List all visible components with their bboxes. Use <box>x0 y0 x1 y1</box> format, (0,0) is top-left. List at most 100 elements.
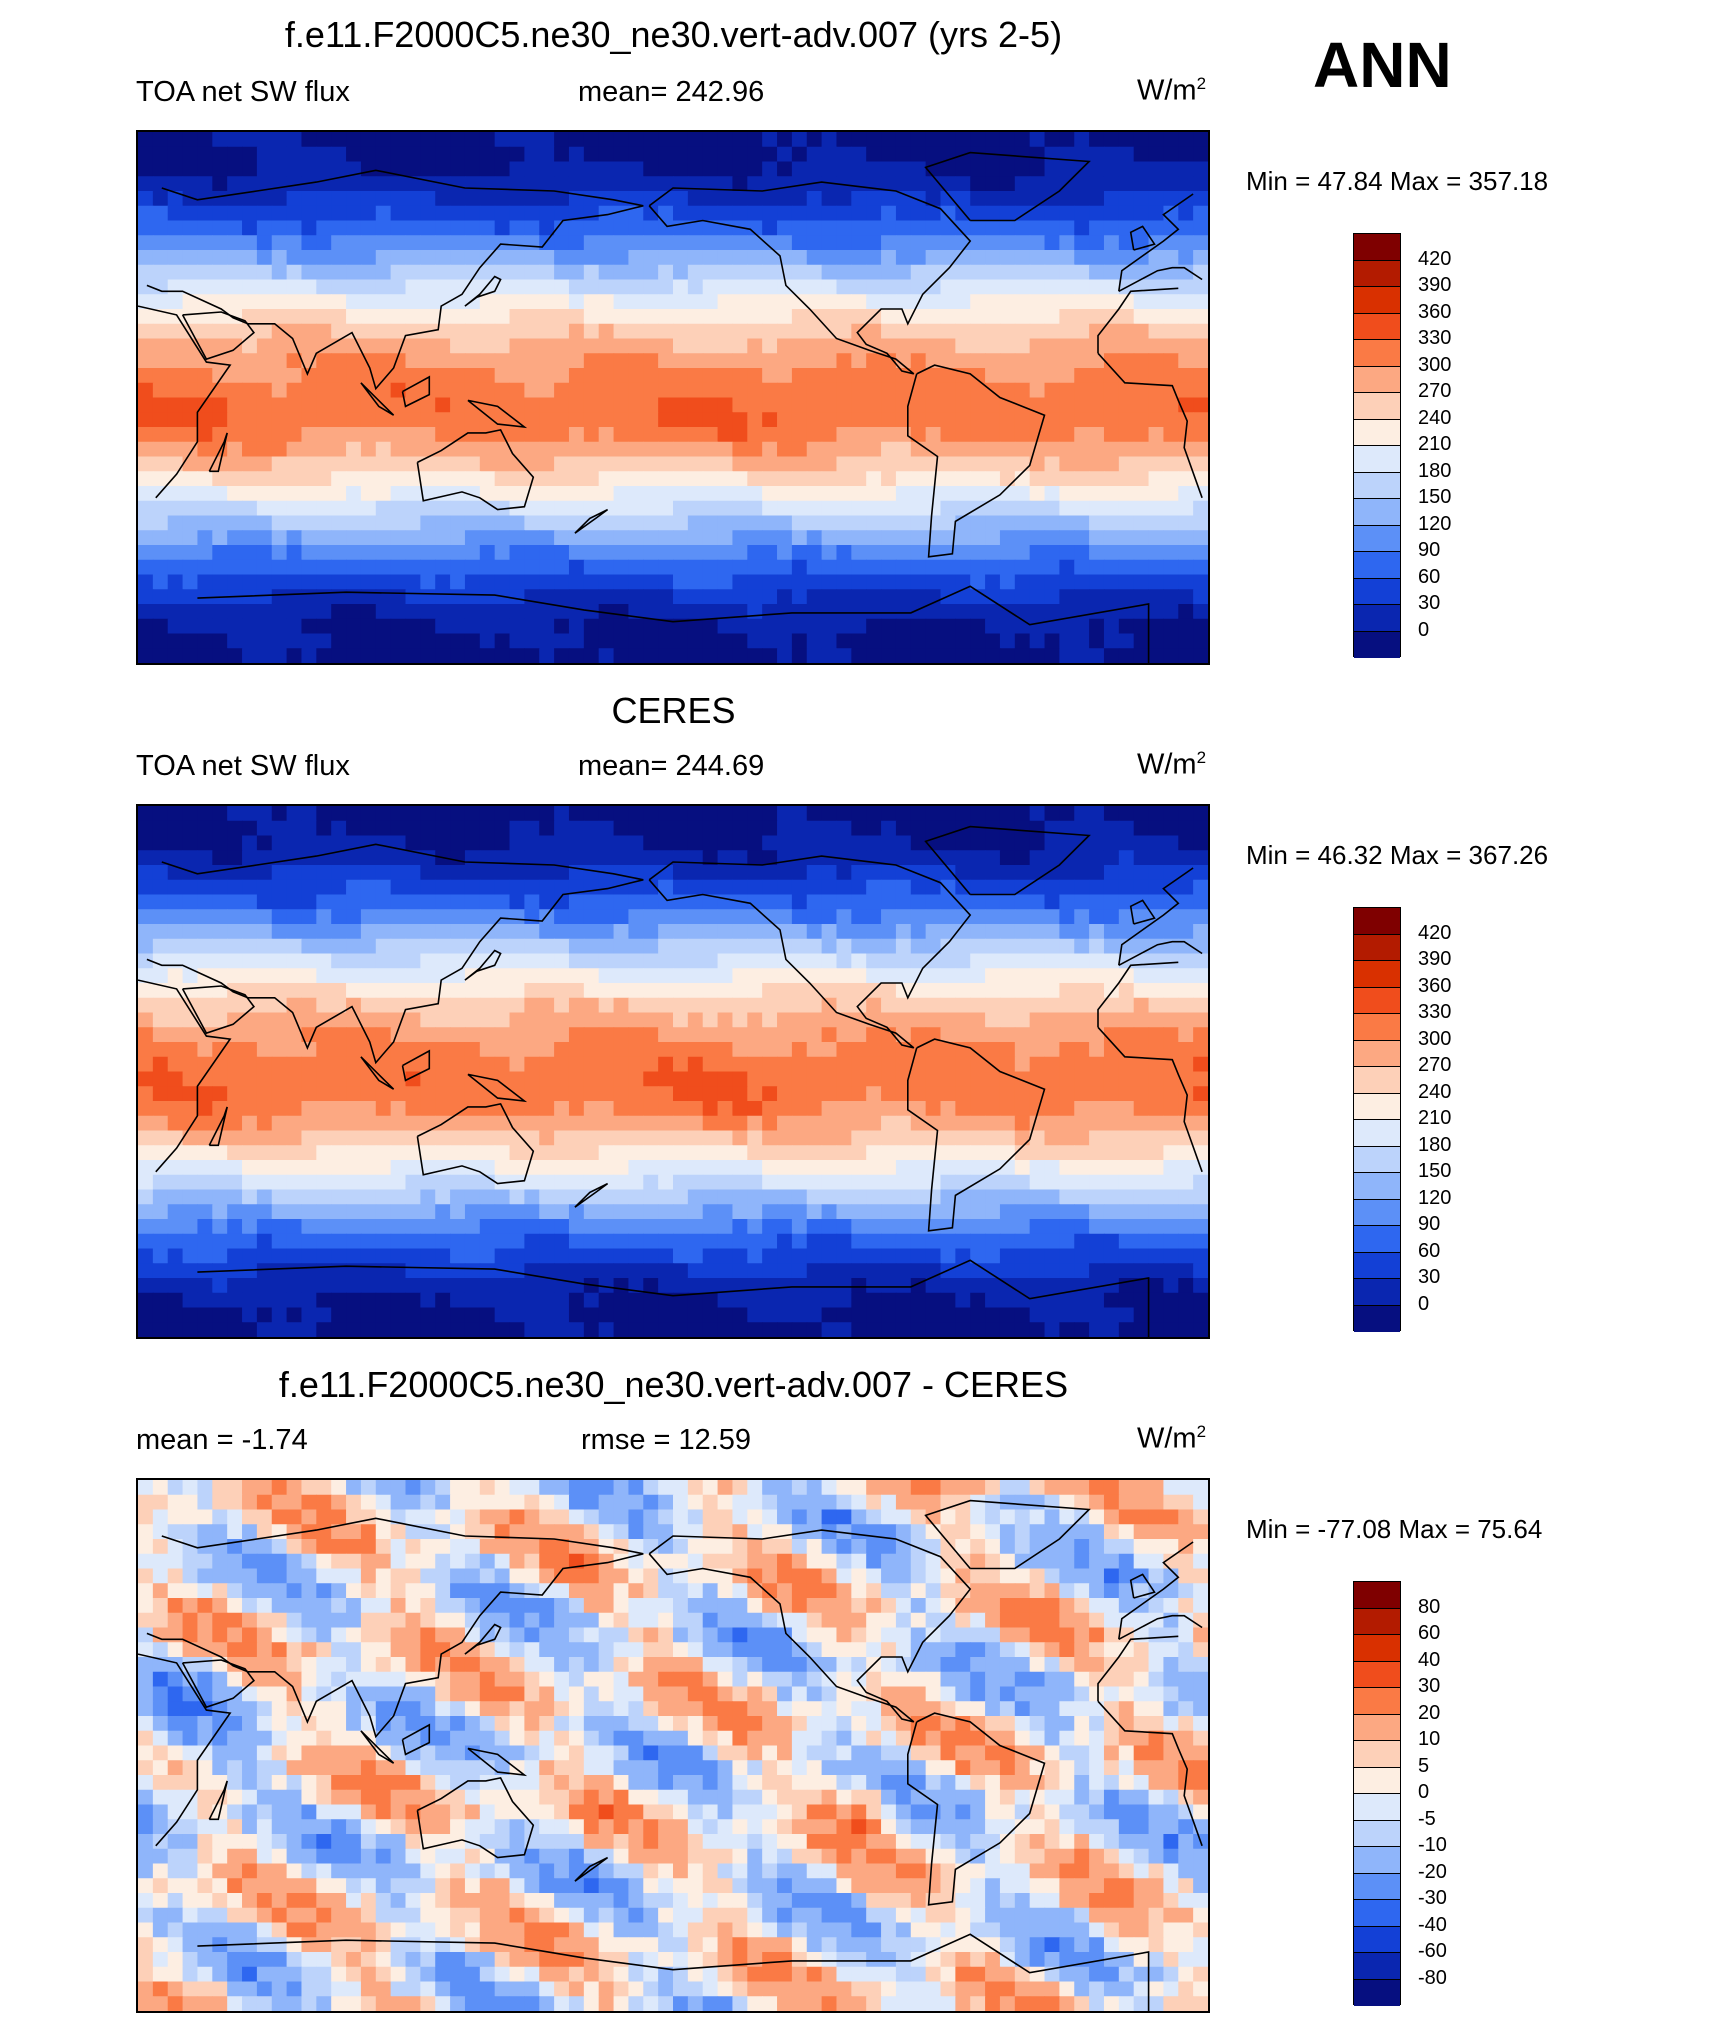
coastline <box>574 508 609 534</box>
colorbar-box <box>1354 1926 1400 1953</box>
colorbar-box <box>1354 1820 1400 1847</box>
coastline <box>464 949 502 981</box>
colorbar-tick-label: -10 <box>1418 1834 1447 1856</box>
colorbar-tick-label: 270 <box>1418 380 1452 402</box>
panel2-colorbar <box>1353 907 1401 1332</box>
colorbar-tick-label: 180 <box>1418 1133 1452 1156</box>
coastline <box>924 151 1091 222</box>
colorbar-box <box>1354 908 1400 935</box>
colorbar-box <box>1354 1873 1400 1900</box>
colorbar-box <box>1354 987 1400 1014</box>
colorbar-box <box>1354 1582 1400 1609</box>
coastline <box>416 428 535 511</box>
colorbar-tick-label: 30 <box>1418 1266 1441 1288</box>
colorbar-box <box>1354 1953 1400 1980</box>
colorbar-box <box>1354 446 1400 473</box>
coastline <box>1118 1614 1203 1641</box>
colorbar-tick-label: 90 <box>1418 1213 1441 1235</box>
coastline <box>146 843 644 1065</box>
colorbar-box <box>1354 1847 1400 1874</box>
coastline <box>197 1259 1150 1337</box>
colorbar-box <box>1354 1279 1400 1306</box>
colorbar-box <box>1354 525 1400 552</box>
panel1-mean-label: mean= 242.96 <box>578 76 765 108</box>
colorbar-tick-label: 330 <box>1418 327 1452 349</box>
colorbar-tick-label: 150 <box>1418 486 1452 508</box>
colorbar-box <box>1354 472 1400 499</box>
coastline <box>574 1182 609 1208</box>
colorbar-tick-label: 30 <box>1418 592 1441 614</box>
colorbar-tick-label: 0 <box>1418 1292 1430 1315</box>
colorbar-box <box>1354 1252 1400 1279</box>
colorbar-box <box>1354 961 1400 988</box>
coastline <box>416 1776 535 1859</box>
colorbar-tick-label: 0 <box>1418 618 1430 641</box>
colorbar-box <box>1354 366 1400 393</box>
colorbar-box <box>1354 393 1400 420</box>
season-label: ANN <box>1313 29 1452 101</box>
coastline <box>1097 1635 1179 1702</box>
colorbar-tick-label: 60 <box>1418 1239 1441 1262</box>
colorbar-tick-label: 60 <box>1418 565 1441 588</box>
coastline <box>648 181 972 375</box>
colorbar-tick-label: -80 <box>1418 1966 1447 1989</box>
coastline <box>146 1517 644 1739</box>
colorbar-tick-label: 300 <box>1418 1027 1452 1050</box>
colorbar-box <box>1354 1635 1400 1662</box>
panel3-minmax: Min = -77.08 Max = 75.64 <box>1246 1514 1543 1544</box>
colorbar-box <box>1354 287 1400 314</box>
colorbar-box <box>1354 605 1400 632</box>
coastline <box>924 1499 1091 1570</box>
coastline <box>464 1623 502 1655</box>
coastline <box>138 305 232 499</box>
coastline <box>208 1780 228 1821</box>
coastline <box>906 1038 1046 1232</box>
coastline <box>146 169 644 391</box>
coastline <box>1118 1541 1194 1640</box>
colorbar-box <box>1354 313 1400 340</box>
coastline <box>906 364 1046 558</box>
colorbar-tick-label: 20 <box>1418 1701 1441 1724</box>
colorbar-tick-label: 120 <box>1418 512 1452 535</box>
field-cells <box>138 132 1208 663</box>
panel3-colorbar <box>1353 1581 1401 2006</box>
coastline <box>401 1723 431 1756</box>
coastline <box>1097 352 1203 499</box>
panel3-rmse-label: rmse = 12.59 <box>581 1424 752 1456</box>
colorbar-box <box>1354 1741 1400 1768</box>
colorbar-tick-label: 10 <box>1418 1728 1441 1750</box>
panel1-variable-label: TOA net SW flux <box>136 76 350 108</box>
panel1-colorbar <box>1353 233 1401 658</box>
coastlines <box>138 825 1203 1337</box>
coastlines <box>138 1499 1203 2011</box>
coastline <box>467 1747 528 1777</box>
coastline <box>1097 1026 1203 1173</box>
coastline <box>1118 940 1203 967</box>
coastline <box>360 1730 395 1764</box>
coastline <box>467 399 528 429</box>
field-cells <box>138 806 1208 1337</box>
panel3-title: f.e11.F2000C5.ne30_ne30.vert-adv.007 - C… <box>278 1364 1069 1405</box>
colorbar-box <box>1354 1661 1400 1688</box>
colorbar-tick-label: 240 <box>1418 1080 1452 1103</box>
colorbar-tick-label: 390 <box>1418 948 1452 970</box>
colorbar-tick-label: 40 <box>1418 1648 1441 1671</box>
colorbar-box <box>1354 1714 1400 1741</box>
panel1-units-label: W/m2 <box>1137 74 1207 107</box>
colorbar-tick-label: 80 <box>1418 1595 1441 1618</box>
colorbar-box <box>1354 1040 1400 1067</box>
colorbar-box <box>1354 260 1400 287</box>
colorbar-tick-label: 390 <box>1418 274 1452 296</box>
coastline <box>416 1102 535 1185</box>
colorbar-tick-label: 420 <box>1418 921 1452 944</box>
coastline <box>1129 1573 1156 1599</box>
colorbar-box <box>1354 1226 1400 1253</box>
colorbar-box <box>1354 1173 1400 1200</box>
colorbar-box <box>1354 1120 1400 1147</box>
colorbar-tick-label: 360 <box>1418 974 1452 997</box>
panel1-map <box>136 130 1210 665</box>
field-cells <box>138 1480 1208 2011</box>
colorbar-box <box>1354 234 1400 261</box>
colorbar-box <box>1354 552 1400 579</box>
colorbar-tick-label: 210 <box>1418 433 1452 455</box>
